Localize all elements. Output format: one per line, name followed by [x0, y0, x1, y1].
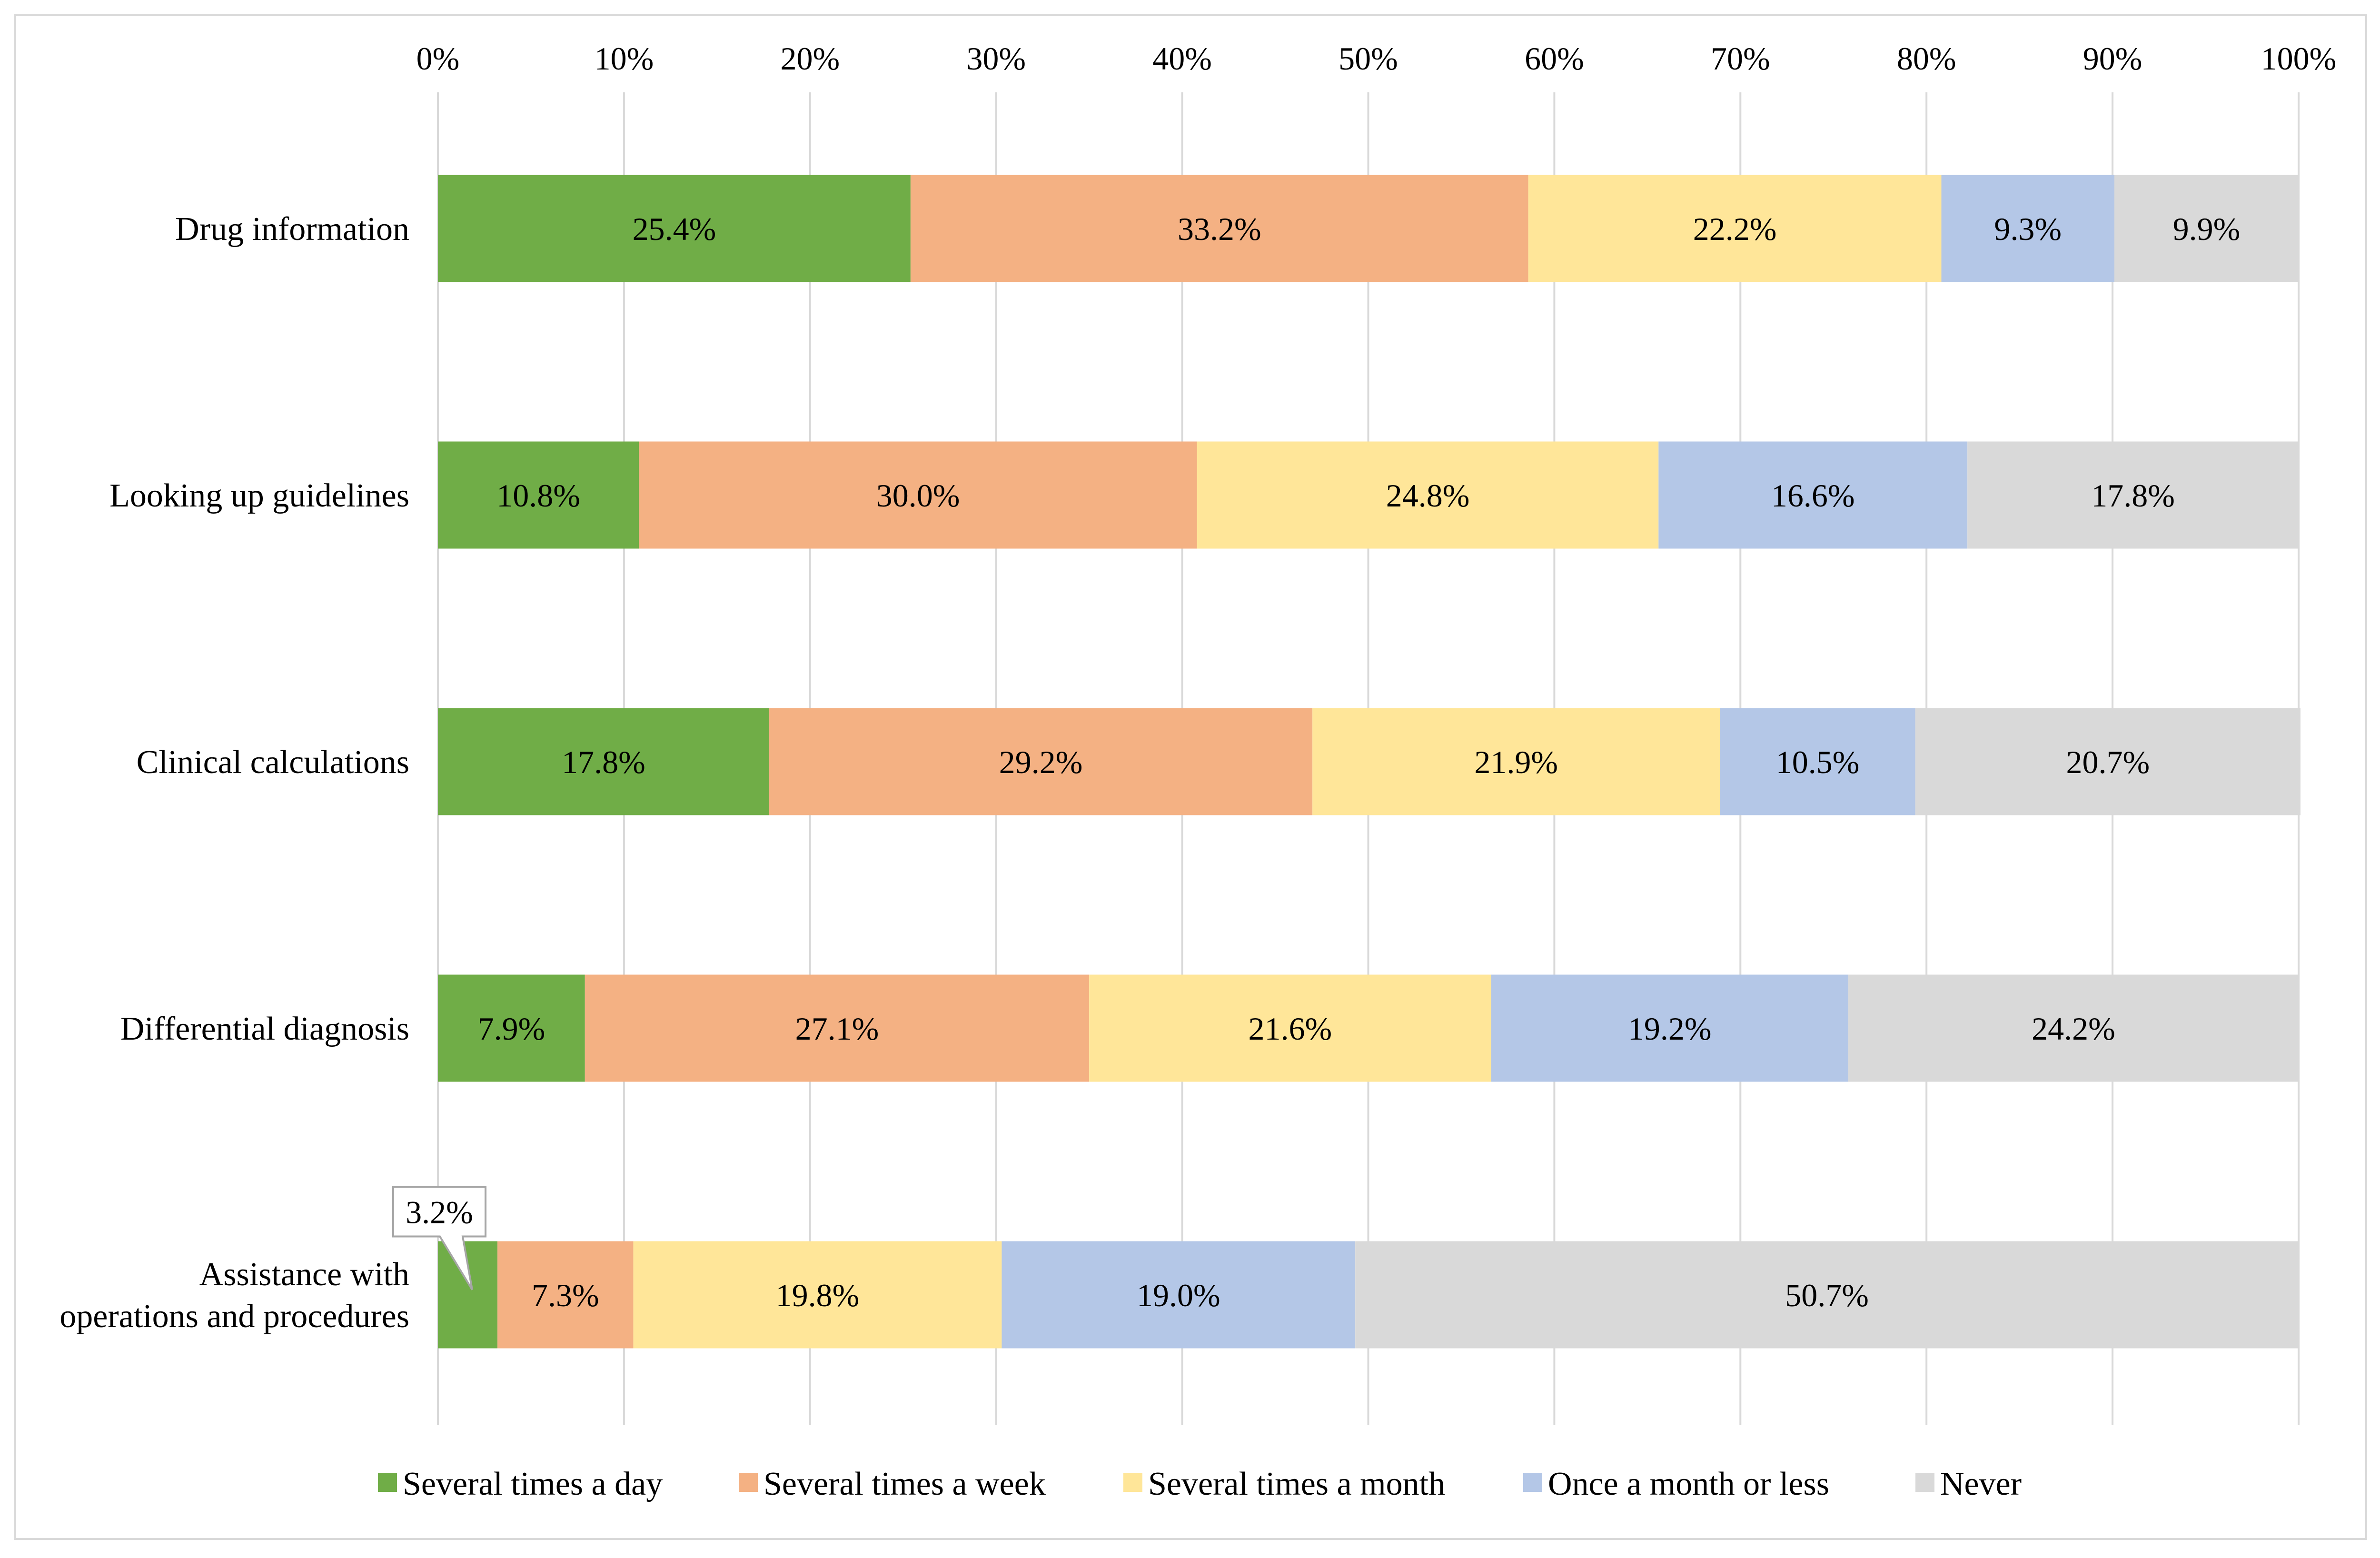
data-label: 21.6% — [1248, 1011, 1332, 1047]
bar-segment — [1848, 974, 2299, 1082]
data-label: 19.2% — [1628, 1011, 1712, 1047]
bar-segment — [1089, 974, 1491, 1082]
bar-segment — [910, 175, 1528, 282]
category-label: Assistance with — [199, 1256, 409, 1293]
data-label: 17.8% — [2091, 477, 2175, 514]
data-label: 17.8% — [562, 744, 645, 780]
x-tick-label: 50% — [1339, 40, 1398, 77]
x-tick-label: 20% — [780, 40, 840, 77]
bar-segment — [639, 441, 1197, 549]
data-label: 50.7% — [1785, 1277, 1869, 1313]
bar-segment — [1312, 708, 1720, 815]
category-label: operations and procedures — [60, 1298, 409, 1335]
data-label: 27.1% — [795, 1011, 879, 1047]
data-label: 9.9% — [2173, 211, 2241, 247]
x-tick-label: 70% — [1711, 40, 1770, 77]
data-label: 19.0% — [1137, 1277, 1220, 1313]
bar-segment — [438, 1241, 498, 1349]
data-label: 7.3% — [532, 1277, 599, 1313]
data-label: 7.9% — [478, 1011, 545, 1047]
bar-segment — [438, 441, 639, 549]
bar-segment — [1528, 175, 1942, 282]
x-tick-label: 90% — [2083, 40, 2142, 77]
bar-segment — [438, 175, 911, 282]
callouts: 3.2% — [392, 1186, 486, 1290]
chart-frame: 0% 10% 20% 30% 40% 50% 60% 70% 80% 90% 100% 25.4% 3… — [14, 14, 2367, 1540]
legend-swatch — [1123, 1473, 1142, 1492]
data-label: 22.2% — [1693, 211, 1777, 247]
x-tick-label: 30% — [966, 40, 1026, 77]
bar-segment — [438, 974, 585, 1082]
category-label: Looking up guidelines — [109, 477, 409, 514]
data-label: 33.2% — [1178, 211, 1261, 247]
legend: Several times a day Several times a week S… — [378, 1466, 2022, 1502]
legend-label: Several times a month — [1148, 1466, 1445, 1502]
category-label: Differential diagnosis — [120, 1011, 409, 1047]
bar-segment — [1197, 441, 1659, 549]
bar-segment — [1658, 441, 1968, 549]
legend-swatch — [1523, 1473, 1542, 1492]
data-label: 24.2% — [2032, 1011, 2115, 1047]
data-label: 21.9% — [1474, 744, 1558, 780]
legend-label: Once a month or less — [1548, 1466, 1829, 1502]
data-label: 20.7% — [2066, 744, 2150, 780]
bar-segment — [438, 708, 769, 815]
data-label: 30.0% — [876, 477, 960, 514]
bar-segment — [1941, 175, 2115, 282]
x-tick-label: 40% — [1152, 40, 1212, 77]
callout-box — [392, 1186, 486, 1290]
x-tick-label: 100% — [2261, 40, 2337, 77]
bar-segment — [1967, 441, 2299, 549]
legend-label: Several times a day — [403, 1466, 663, 1502]
data-label: 10.5% — [1776, 744, 1860, 780]
legend-swatch — [378, 1473, 397, 1492]
data-label: 16.6% — [1771, 477, 1855, 514]
bar-segment — [1915, 708, 2301, 815]
category-label: Clinical calculations — [137, 744, 409, 781]
stacked-bar-chart: 0% 10% 20% 30% 40% 50% 60% 70% 80% 90% 100% 25.4% 3… — [60, 40, 2337, 1502]
x-tick-label: 60% — [1525, 40, 1584, 77]
legend-swatch — [739, 1473, 758, 1492]
bar-segment — [1002, 1241, 1356, 1349]
bar-segment — [497, 1241, 634, 1349]
bar-segment — [585, 974, 1090, 1082]
data-label: 24.8% — [1386, 477, 1470, 514]
callout-label: 3.2% — [406, 1194, 473, 1231]
x-tick-label: 10% — [595, 40, 654, 77]
legend-label: Never — [1940, 1466, 2022, 1502]
bar-segment — [1355, 1241, 2299, 1349]
x-tick-label: 80% — [1897, 40, 1956, 77]
data-label: 29.2% — [999, 744, 1083, 780]
legend-swatch — [1915, 1473, 1934, 1492]
bar-segment — [1491, 974, 1849, 1082]
data-label: 10.8% — [496, 477, 580, 514]
category-label: Drug information — [175, 211, 409, 248]
bar-segment — [633, 1241, 1002, 1349]
data-label: 25.4% — [633, 211, 716, 247]
bar-segment — [2114, 175, 2299, 282]
x-tick-label: 0% — [416, 40, 460, 77]
bar-segment — [769, 708, 1313, 815]
x-axis-ticks: 0% 10% 20% 30% 40% 50% 60% 70% 80% 90% 100% — [416, 40, 2337, 77]
bar-segment — [1720, 708, 1915, 815]
bars: 25.4% 33.2% 22.2% 9.3% 9.9% 10.8% 30.0% 24.8% 16… — [438, 175, 2301, 1349]
data-label: 9.3% — [1994, 211, 2062, 247]
legend-label: Several times a week — [764, 1466, 1046, 1502]
category-labels: Drug information Looking up guidelines Cli… — [60, 211, 409, 1335]
data-label: 19.8% — [776, 1277, 860, 1313]
